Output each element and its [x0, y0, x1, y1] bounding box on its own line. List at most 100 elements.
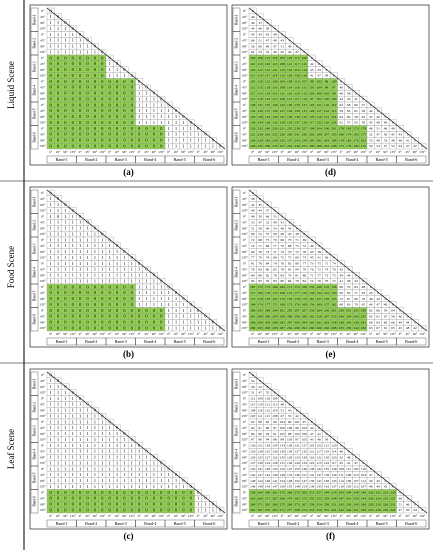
band-label: Band-2: [234, 220, 238, 231]
cell-value: 130: [287, 103, 293, 107]
cell-value: 53: [273, 215, 277, 219]
angle-label: 135°: [331, 514, 338, 518]
cell-value: 249: [324, 491, 330, 495]
cell-value: 146: [302, 467, 308, 471]
cell-value: 70: [317, 279, 321, 283]
band-label: Band-6: [32, 496, 36, 507]
cell-value: 74: [325, 267, 329, 271]
cell-value: 43: [354, 279, 358, 283]
cell-value: 129: [265, 444, 271, 448]
cell-value: 97: [332, 85, 336, 89]
cell-value: 244: [361, 496, 367, 500]
cell-value: 0: [72, 55, 75, 60]
cell-value: 78: [295, 279, 299, 283]
cell-value: 128: [272, 461, 278, 465]
cell-value: 167: [272, 297, 278, 301]
cell-value: 37: [258, 21, 262, 25]
cell-value: 117: [309, 121, 314, 125]
cell-value: 65: [391, 326, 395, 330]
angle-label: 135°: [241, 50, 248, 54]
cell-value: 130: [272, 449, 278, 453]
cell-value: 202: [309, 132, 315, 136]
cell-value: 115: [317, 461, 322, 465]
cell-value: 41: [317, 256, 321, 260]
cell-value: 235: [339, 326, 345, 330]
angle-label: 45°: [405, 150, 410, 154]
cell-value: 200: [309, 144, 315, 148]
cell-value: 97: [251, 438, 255, 442]
cell-value: 1: [50, 14, 53, 19]
cell-value: 268: [250, 502, 256, 506]
angle-label: 45°: [242, 449, 247, 453]
cell-value: 74: [280, 250, 284, 254]
cell-value: 292: [280, 320, 286, 324]
cell-value: 253: [309, 508, 315, 512]
cell-value: 179: [361, 127, 367, 131]
cell-value: 257: [316, 491, 322, 495]
cell-value: 130: [272, 109, 278, 113]
angle-label: 45°: [40, 473, 45, 477]
cell-value: 72: [280, 256, 284, 260]
angle-label: 90°: [40, 297, 45, 301]
angle-label: 90°: [242, 250, 247, 254]
cell-value: 36: [325, 256, 329, 260]
cell-value: 288: [257, 314, 263, 318]
cell-value: 143: [265, 485, 271, 489]
cell-value: 138: [309, 467, 315, 471]
angle-label: 45°: [242, 379, 247, 383]
angle-label: 135°: [301, 332, 308, 336]
angle-label: 90°: [181, 150, 186, 154]
cell-value: 264: [257, 491, 263, 495]
band-label: Band-4: [234, 449, 238, 460]
cell-value: 287: [280, 326, 286, 330]
cell-value: 129: [272, 115, 278, 119]
cell-value: 295: [287, 309, 293, 313]
cell-value: 100: [324, 97, 330, 101]
cell-value: 271: [265, 496, 271, 500]
cell-value: 109: [272, 397, 278, 401]
cell-value: 42: [288, 50, 292, 54]
cell-value: 51: [280, 44, 284, 48]
cell-value: 268: [294, 508, 300, 512]
cell-value: 128: [250, 103, 256, 107]
cell-value: 169: [250, 303, 256, 307]
cell-value: 274: [287, 496, 293, 500]
band-label: Band-6: [405, 339, 417, 344]
angle-label: 135°: [39, 121, 46, 125]
cell-value: 204: [316, 127, 322, 131]
cell-value: 46: [273, 50, 277, 54]
cell-value: 85: [273, 267, 277, 271]
cell-value: 133: [294, 455, 300, 459]
cell-value: 0: [50, 61, 53, 66]
angle-label: 90°: [152, 332, 157, 336]
angle-label: 90°: [63, 332, 68, 336]
angle-label: 90°: [40, 115, 45, 119]
cell-value: 51: [258, 38, 262, 42]
cell-value: 118: [324, 455, 329, 459]
cell-value: 169: [272, 285, 278, 289]
cell-value: 1: [79, 49, 82, 54]
cell-value: 104: [280, 420, 286, 424]
angle-label: 90°: [265, 332, 270, 336]
cell-value: 130: [250, 121, 256, 125]
angle-label: 135°: [390, 514, 397, 518]
cell-value: 112: [250, 397, 255, 401]
cell-value: 119: [309, 461, 314, 465]
cell-value: 50: [406, 508, 410, 512]
cell-value: 201: [316, 138, 322, 142]
angle-label: 45°: [346, 150, 351, 154]
angle-label: 45°: [144, 150, 149, 154]
cell-value: 77: [273, 244, 277, 248]
cell-value: 0: [50, 73, 53, 78]
cell-value: 203: [324, 138, 330, 142]
angle-label: 90°: [242, 115, 247, 119]
cell-value: 70: [258, 256, 262, 260]
cell-value: 115: [250, 402, 255, 406]
cell-value: 1: [57, 49, 60, 54]
cell-value: 98: [332, 91, 336, 95]
angle-label: 90°: [63, 514, 68, 518]
band-label: Band-2: [234, 402, 238, 413]
angle-label: 45°: [115, 514, 120, 518]
cell-value: 107: [361, 485, 367, 489]
cell-value: 133: [265, 115, 271, 119]
